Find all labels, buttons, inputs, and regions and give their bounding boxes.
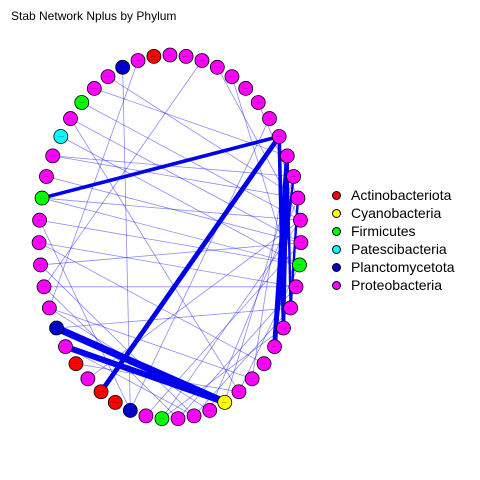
legend-swatch bbox=[332, 262, 341, 272]
legend-label: Patescibacteria bbox=[351, 241, 447, 257]
edge-15 bbox=[56, 307, 291, 329]
legend-item-firmicutes: Firmicutes bbox=[331, 222, 455, 240]
edge-41 bbox=[216, 67, 301, 221]
edge-3 bbox=[272, 155, 290, 347]
edge-0 bbox=[41, 134, 280, 200]
edge-18 bbox=[87, 219, 301, 380]
legend-label: Cyanobacteria bbox=[351, 205, 442, 221]
edge-22 bbox=[81, 102, 301, 221]
edge-50 bbox=[161, 327, 284, 419]
edge-36 bbox=[177, 286, 297, 419]
legend-swatch bbox=[332, 226, 341, 236]
edge-14 bbox=[49, 307, 253, 380]
edge-10 bbox=[39, 220, 131, 411]
edge-38 bbox=[209, 197, 299, 411]
edge-19 bbox=[122, 67, 131, 411]
edge-30 bbox=[43, 286, 179, 419]
edges-layer bbox=[38, 60, 302, 419]
edge-17 bbox=[75, 363, 240, 393]
legend-swatch bbox=[332, 280, 341, 290]
legend-item-planctomycetota: Planctomycetota bbox=[331, 258, 455, 276]
edge-48 bbox=[38, 242, 265, 365]
edge-45 bbox=[70, 118, 240, 392]
edge-24 bbox=[52, 155, 299, 199]
edge-42 bbox=[129, 118, 270, 411]
edge-34 bbox=[145, 242, 302, 417]
legend-label: Actinobacteriota bbox=[351, 187, 452, 203]
legend-swatch bbox=[332, 190, 341, 200]
chart-title: Stab Network Nplus by Phylum bbox=[11, 9, 177, 23]
edge-32 bbox=[224, 176, 294, 403]
edge-47 bbox=[52, 155, 294, 177]
legend-item-patescibacteria: Patescibacteria bbox=[331, 240, 455, 258]
edge-28 bbox=[41, 197, 301, 221]
legend-item-actinobacteriota: Actinobacteriota bbox=[331, 186, 455, 204]
edge-7 bbox=[64, 343, 226, 406]
edge-25 bbox=[46, 176, 302, 243]
edge-21 bbox=[94, 88, 288, 157]
legend-swatch bbox=[332, 244, 341, 254]
edge-26 bbox=[38, 242, 297, 288]
edge-5 bbox=[99, 135, 282, 394]
edge-44 bbox=[48, 60, 139, 309]
edge-40 bbox=[231, 76, 297, 287]
edge-11 bbox=[39, 219, 300, 266]
legend-label: Proteobacteria bbox=[351, 277, 443, 293]
legend-item-cyanobacteria: Cyanobacteria bbox=[331, 204, 455, 222]
legend-item-proteobacteria: Proteobacteria bbox=[331, 276, 455, 294]
edge-46 bbox=[60, 136, 300, 266]
edge-37 bbox=[251, 155, 288, 379]
legend-label: Firmicutes bbox=[351, 223, 416, 239]
legend-swatch bbox=[332, 208, 341, 218]
edge-27 bbox=[41, 197, 300, 266]
edge-20 bbox=[107, 76, 299, 199]
edge-29 bbox=[49, 307, 210, 411]
phylum-legend: Actinobacteriota Cyanobacteria Firmicutes P… bbox=[331, 186, 455, 294]
edge-23 bbox=[70, 118, 302, 243]
edge-31 bbox=[40, 264, 195, 417]
edge-12 bbox=[40, 242, 301, 266]
edge-33 bbox=[161, 219, 301, 419]
edge-16 bbox=[65, 346, 195, 417]
legend-label: Planctomycetota bbox=[351, 259, 455, 275]
edge-4 bbox=[273, 176, 295, 347]
edge-39 bbox=[43, 60, 203, 288]
edge-49 bbox=[193, 307, 291, 417]
nodes-layer bbox=[31, 47, 309, 427]
